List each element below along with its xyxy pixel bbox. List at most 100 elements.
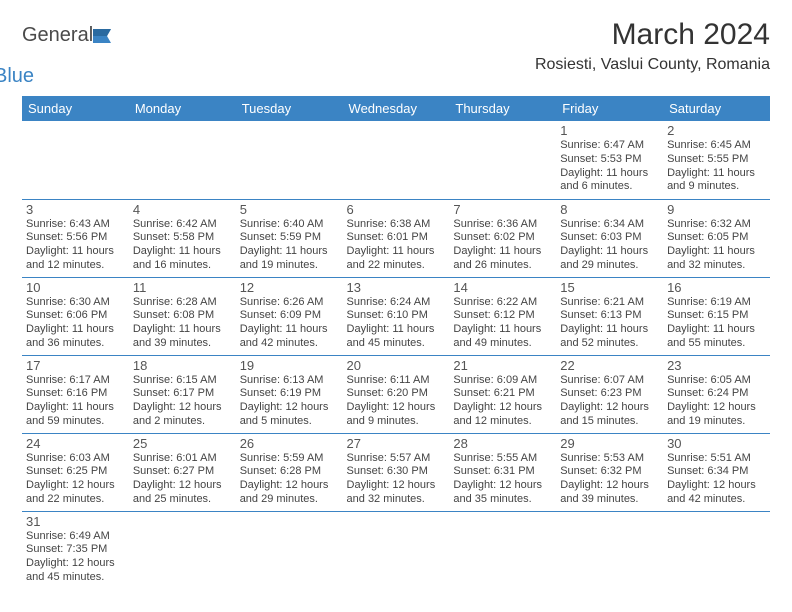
calendar-cell	[236, 121, 343, 199]
sunset-text: Sunset: 6:13 PM	[560, 309, 659, 323]
calendar-cell: 31Sunrise: 6:49 AMSunset: 7:35 PMDayligh…	[22, 511, 129, 589]
daylight-text: Daylight: 11 hours and 12 minutes.	[26, 245, 125, 273]
sunset-text: Sunset: 7:35 PM	[26, 543, 125, 557]
day-number: 3	[26, 202, 125, 217]
sunset-text: Sunset: 6:08 PM	[133, 309, 232, 323]
daylight-text: Daylight: 11 hours and 52 minutes.	[560, 323, 659, 351]
sunrise-text: Sunrise: 6:01 AM	[133, 452, 232, 466]
day-number: 16	[667, 280, 766, 295]
sunset-text: Sunset: 6:02 PM	[453, 231, 552, 245]
sunset-text: Sunset: 6:31 PM	[453, 465, 552, 479]
daylight-text: Daylight: 11 hours and 22 minutes.	[347, 245, 446, 273]
daylight-text: Daylight: 12 hours and 39 minutes.	[560, 479, 659, 507]
calendar-cell: 18Sunrise: 6:15 AMSunset: 6:17 PMDayligh…	[129, 355, 236, 433]
calendar-cell: 2Sunrise: 6:45 AMSunset: 5:55 PMDaylight…	[663, 121, 770, 199]
calendar-cell	[663, 511, 770, 589]
daylight-text: Daylight: 12 hours and 32 minutes.	[347, 479, 446, 507]
calendar-cell	[556, 511, 663, 589]
daylight-text: Daylight: 11 hours and 16 minutes.	[133, 245, 232, 273]
calendar-cell: 7Sunrise: 6:36 AMSunset: 6:02 PMDaylight…	[449, 199, 556, 277]
calendar-week-row: 10Sunrise: 6:30 AMSunset: 6:06 PMDayligh…	[22, 277, 770, 355]
dayname-tue: Tuesday	[236, 96, 343, 121]
daylight-text: Daylight: 12 hours and 29 minutes.	[240, 479, 339, 507]
sunrise-text: Sunrise: 5:53 AM	[560, 452, 659, 466]
day-number: 4	[133, 202, 232, 217]
day-info: Sunrise: 6:42 AMSunset: 5:58 PMDaylight:…	[133, 218, 232, 273]
dayname-wed: Wednesday	[343, 96, 450, 121]
day-number: 26	[240, 436, 339, 451]
sunset-text: Sunset: 6:12 PM	[453, 309, 552, 323]
day-info: Sunrise: 6:21 AMSunset: 6:13 PMDaylight:…	[560, 296, 659, 351]
day-number: 29	[560, 436, 659, 451]
day-number: 1	[560, 123, 659, 138]
daylight-text: Daylight: 11 hours and 55 minutes.	[667, 323, 766, 351]
day-info: Sunrise: 5:51 AMSunset: 6:34 PMDaylight:…	[667, 452, 766, 507]
sunset-text: Sunset: 5:59 PM	[240, 231, 339, 245]
calendar-cell: 11Sunrise: 6:28 AMSunset: 6:08 PMDayligh…	[129, 277, 236, 355]
sunset-text: Sunset: 6:28 PM	[240, 465, 339, 479]
calendar-cell: 4Sunrise: 6:42 AMSunset: 5:58 PMDaylight…	[129, 199, 236, 277]
day-info: Sunrise: 6:01 AMSunset: 6:27 PMDaylight:…	[133, 452, 232, 507]
calendar-cell	[449, 511, 556, 589]
calendar-cell: 30Sunrise: 5:51 AMSunset: 6:34 PMDayligh…	[663, 433, 770, 511]
day-number: 9	[667, 202, 766, 217]
daylight-text: Daylight: 11 hours and 9 minutes.	[667, 167, 766, 195]
sunset-text: Sunset: 5:56 PM	[26, 231, 125, 245]
day-info: Sunrise: 6:22 AMSunset: 6:12 PMDaylight:…	[453, 296, 552, 351]
daylight-text: Daylight: 12 hours and 5 minutes.	[240, 401, 339, 429]
dayname-sat: Saturday	[663, 96, 770, 121]
sunrise-text: Sunrise: 6:32 AM	[667, 218, 766, 232]
calendar-cell: 26Sunrise: 5:59 AMSunset: 6:28 PMDayligh…	[236, 433, 343, 511]
day-number: 31	[26, 514, 125, 529]
day-info: Sunrise: 6:15 AMSunset: 6:17 PMDaylight:…	[133, 374, 232, 429]
daylight-text: Daylight: 12 hours and 35 minutes.	[453, 479, 552, 507]
day-info: Sunrise: 6:26 AMSunset: 6:09 PMDaylight:…	[240, 296, 339, 351]
daylight-text: Daylight: 12 hours and 15 minutes.	[560, 401, 659, 429]
sunrise-text: Sunrise: 6:28 AM	[133, 296, 232, 310]
sunrise-text: Sunrise: 6:43 AM	[26, 218, 125, 232]
sunset-text: Sunset: 6:16 PM	[26, 387, 125, 401]
sunset-text: Sunset: 6:24 PM	[667, 387, 766, 401]
day-number: 10	[26, 280, 125, 295]
calendar-cell: 19Sunrise: 6:13 AMSunset: 6:19 PMDayligh…	[236, 355, 343, 433]
day-info: Sunrise: 5:55 AMSunset: 6:31 PMDaylight:…	[453, 452, 552, 507]
calendar-week-row: 31Sunrise: 6:49 AMSunset: 7:35 PMDayligh…	[22, 511, 770, 589]
sunset-text: Sunset: 6:06 PM	[26, 309, 125, 323]
day-info: Sunrise: 6:09 AMSunset: 6:21 PMDaylight:…	[453, 374, 552, 429]
calendar-cell	[22, 121, 129, 199]
sunrise-text: Sunrise: 6:36 AM	[453, 218, 552, 232]
sunrise-text: Sunrise: 6:05 AM	[667, 374, 766, 388]
calendar-body: 1Sunrise: 6:47 AMSunset: 5:53 PMDaylight…	[22, 121, 770, 589]
sunrise-text: Sunrise: 6:11 AM	[347, 374, 446, 388]
day-number: 18	[133, 358, 232, 373]
sunset-text: Sunset: 6:19 PM	[240, 387, 339, 401]
calendar-cell: 29Sunrise: 5:53 AMSunset: 6:32 PMDayligh…	[556, 433, 663, 511]
sunset-text: Sunset: 6:23 PM	[560, 387, 659, 401]
sunset-text: Sunset: 6:34 PM	[667, 465, 766, 479]
daylight-text: Daylight: 12 hours and 12 minutes.	[453, 401, 552, 429]
dayname-sun: Sunday	[22, 96, 129, 121]
logo-text-blue: Blue	[0, 65, 119, 88]
sunset-text: Sunset: 6:25 PM	[26, 465, 125, 479]
sunrise-text: Sunrise: 6:34 AM	[560, 218, 659, 232]
calendar-cell: 10Sunrise: 6:30 AMSunset: 6:06 PMDayligh…	[22, 277, 129, 355]
sunset-text: Sunset: 6:10 PM	[347, 309, 446, 323]
sunset-text: Sunset: 6:05 PM	[667, 231, 766, 245]
sunrise-text: Sunrise: 6:15 AM	[133, 374, 232, 388]
daylight-text: Daylight: 11 hours and 29 minutes.	[560, 245, 659, 273]
sunrise-text: Sunrise: 6:22 AM	[453, 296, 552, 310]
title-block: March 2024 Rosiesti, Vaslui County, Roma…	[535, 18, 770, 74]
daylight-text: Daylight: 12 hours and 25 minutes.	[133, 479, 232, 507]
daylight-text: Daylight: 11 hours and 45 minutes.	[347, 323, 446, 351]
day-number: 24	[26, 436, 125, 451]
sunrise-text: Sunrise: 6:17 AM	[26, 374, 125, 388]
calendar-cell	[236, 511, 343, 589]
calendar-cell: 1Sunrise: 6:47 AMSunset: 5:53 PMDaylight…	[556, 121, 663, 199]
day-number: 23	[667, 358, 766, 373]
calendar-cell	[449, 121, 556, 199]
day-info: Sunrise: 6:32 AMSunset: 6:05 PMDaylight:…	[667, 218, 766, 273]
sunrise-text: Sunrise: 5:59 AM	[240, 452, 339, 466]
day-number: 15	[560, 280, 659, 295]
daylight-text: Daylight: 11 hours and 39 minutes.	[133, 323, 232, 351]
dayname-fri: Friday	[556, 96, 663, 121]
